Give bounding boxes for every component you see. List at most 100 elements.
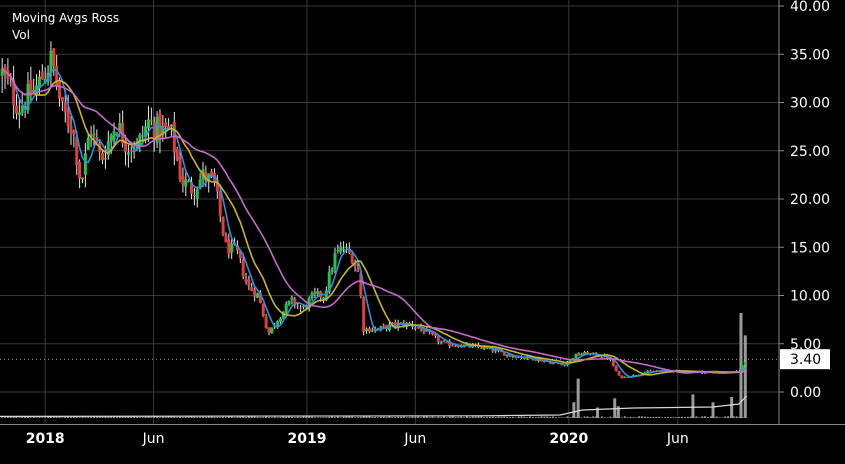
volume-bar [81, 416, 84, 418]
last-price-label: 3.40 [790, 352, 821, 368]
volume-bar [187, 416, 190, 418]
volume-bar [29, 417, 32, 418]
candle-down [611, 359, 615, 367]
candle-down [563, 365, 567, 367]
candle-up [138, 134, 142, 146]
candle-down [534, 359, 538, 361]
volume-bar [721, 417, 724, 418]
candle-up [600, 357, 604, 359]
volume-bar [724, 416, 727, 418]
volume-bar [328, 416, 331, 418]
candle-up [106, 141, 110, 156]
volume-bar [517, 416, 520, 418]
volume-bar [170, 416, 173, 418]
candle-down [514, 356, 518, 358]
volume-bar [457, 416, 460, 418]
candle-up [109, 135, 113, 142]
volume-bar [259, 417, 262, 418]
candle-down [382, 325, 386, 327]
volume-bar [331, 416, 334, 418]
volume-bar [285, 416, 288, 418]
candle-up [390, 322, 394, 325]
volume-bar [144, 416, 147, 418]
candle-up [522, 357, 526, 359]
candle-down [299, 307, 303, 309]
candle-down [164, 122, 168, 128]
candle-down [224, 234, 228, 243]
candle-up [643, 372, 647, 375]
candle-down [350, 253, 354, 264]
volume-bar [635, 417, 638, 418]
candle-down [75, 136, 79, 165]
volume-bar [623, 416, 626, 418]
volume-bar [21, 416, 24, 418]
volume-bar [658, 416, 661, 418]
volume-bar [488, 416, 491, 418]
volume-bar [113, 416, 116, 418]
volume-bar [196, 416, 199, 418]
volume-bar [222, 416, 225, 418]
candle-down [261, 303, 265, 317]
volume-bar [497, 416, 500, 418]
volume-bar [374, 417, 377, 418]
candle-up [187, 180, 191, 182]
volume-bar [549, 416, 552, 418]
volume-bar [12, 416, 15, 418]
volume-bar [242, 416, 245, 418]
volume-bar [434, 417, 437, 418]
candle-up [287, 300, 291, 305]
volume-bar [425, 416, 428, 418]
candle-up [276, 321, 280, 326]
candle-up [256, 293, 260, 298]
volume-bar [161, 416, 164, 418]
candle-down [356, 268, 360, 272]
candle-down [14, 105, 18, 114]
candle-up [141, 135, 145, 137]
candle-down [367, 328, 371, 332]
volume-bar [118, 416, 121, 418]
volume-bar [276, 417, 279, 418]
volume-bar [371, 417, 374, 418]
volume-bar [420, 417, 423, 418]
volume-bar [715, 416, 718, 418]
volume-bar [156, 416, 159, 418]
volume-bar [184, 416, 187, 418]
candle-up [631, 375, 635, 377]
volume-bar [150, 417, 153, 418]
volume-bar [92, 416, 95, 418]
volume-bar [563, 417, 566, 418]
volume-bar [560, 417, 563, 418]
candle-up [284, 303, 288, 313]
candle-down [620, 375, 624, 378]
candle-down [227, 239, 231, 255]
volume-bar [706, 417, 709, 418]
candle-up [313, 292, 317, 294]
volume-bar [164, 416, 167, 418]
volume-bar [739, 313, 743, 418]
candle-down [55, 66, 59, 86]
volume-bar [437, 416, 440, 418]
volume-bar [359, 416, 362, 418]
volume-bar [511, 416, 514, 418]
volume-bar [727, 416, 730, 418]
volume-bar [348, 416, 351, 418]
last-price-box: 3.40 [780, 349, 830, 370]
volume-bar [173, 416, 176, 418]
candle-down [58, 80, 62, 99]
volume-bar [514, 417, 517, 418]
volume-bar [385, 417, 388, 418]
y-tick-label: 10.00 [790, 289, 830, 305]
volume-bar [288, 416, 291, 418]
candle-down [548, 361, 552, 364]
volume-bar [115, 417, 118, 418]
volume-bar [233, 417, 236, 418]
candle-down [244, 278, 248, 282]
candle-down [626, 376, 630, 378]
y-tick-label: 35.00 [790, 47, 830, 63]
volume-bar [609, 416, 612, 418]
volume-bar [199, 417, 202, 418]
candle-down [491, 348, 495, 352]
candle-up [37, 76, 41, 89]
